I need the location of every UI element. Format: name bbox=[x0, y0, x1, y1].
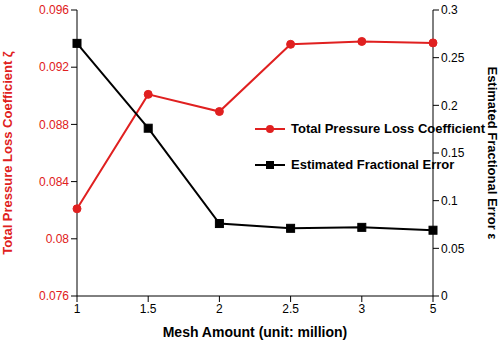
svg-text:5: 5 bbox=[430, 302, 437, 316]
svg-text:0.25: 0.25 bbox=[441, 51, 465, 65]
svg-text:0.096: 0.096 bbox=[39, 3, 69, 17]
svg-text:0.088: 0.088 bbox=[39, 118, 69, 132]
svg-text:2: 2 bbox=[216, 302, 223, 316]
svg-text:0.08: 0.08 bbox=[46, 232, 70, 246]
svg-text:0.1: 0.1 bbox=[441, 194, 458, 208]
svg-text:Mesh Amount (unit: million): Mesh Amount (unit: million) bbox=[163, 324, 348, 340]
svg-text:1.5: 1.5 bbox=[140, 302, 157, 316]
svg-text:0: 0 bbox=[441, 289, 448, 303]
svg-text:0.084: 0.084 bbox=[39, 175, 69, 189]
html-text:Total Pressure Loss Coefficien: Total Pressure Loss Coefficient bbox=[291, 121, 486, 136]
svg-text:Estimated Fractional Error ε: Estimated Fractional Error ε bbox=[485, 66, 492, 239]
svg-text:0.3: 0.3 bbox=[441, 3, 458, 17]
svg-text:0.076: 0.076 bbox=[39, 289, 69, 303]
svg-text:Total Pressure Loss Coefficien: Total Pressure Loss Coefficient ζ bbox=[8, 51, 15, 255]
svg-text:1: 1 bbox=[74, 302, 81, 316]
svg-text:2.5: 2.5 bbox=[282, 302, 299, 316]
svg-text:0.15: 0.15 bbox=[441, 146, 465, 161]
svg-text:0.2: 0.2 bbox=[441, 99, 458, 113]
html-text:Estimated Fractional Error: Estimated Fractional Error bbox=[291, 157, 455, 172]
svg-text:0.05: 0.05 bbox=[441, 242, 465, 256]
svg-text:0.092: 0.092 bbox=[39, 60, 69, 74]
svg-text:3: 3 bbox=[358, 302, 365, 316]
